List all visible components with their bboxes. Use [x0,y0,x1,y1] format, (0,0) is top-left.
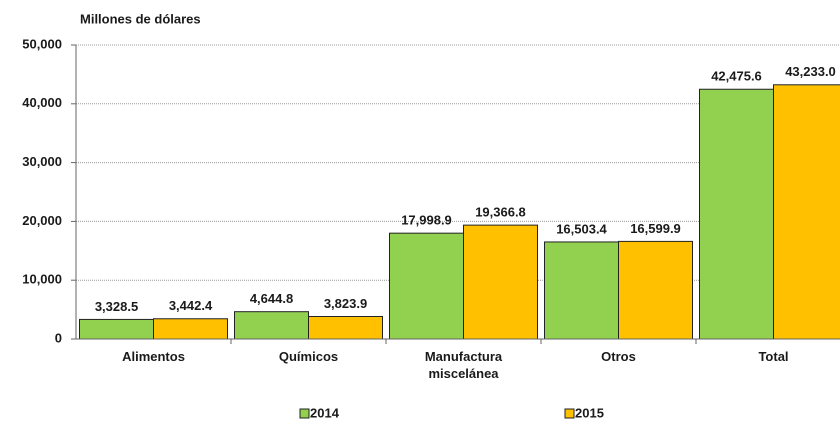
value-label: 16,503.4 [556,221,607,236]
legend-swatch [564,408,575,419]
bar [544,241,619,340]
x-tick-label: Otros [601,349,636,364]
bar [153,318,228,340]
value-label: 3,442.4 [169,298,213,313]
x-tick-label: Manufactura miscelánea [424,349,503,381]
bar [308,316,383,340]
value-label: 3,823.9 [324,296,367,311]
bar [699,88,774,340]
legend-swatch [299,408,310,419]
bar [773,84,840,340]
bar [79,318,154,340]
y-tick-label: 10,000 [22,272,62,287]
y-tick-label: 50,000 [22,36,62,51]
y-tick-label: 30,000 [22,154,62,169]
bar [463,224,538,340]
y-tick-label: 0 [55,330,62,345]
value-label: 16,599.9 [630,221,681,236]
legend-label: 2014 [310,405,340,420]
value-label: 3,328.5 [95,299,138,314]
legend-label: 2015 [575,405,604,420]
y-axis-label: Millones de dólares [80,11,201,26]
bar [618,240,693,340]
value-label: 43,233.0 [785,64,836,79]
value-label: 17,998.9 [401,213,452,228]
x-tick-label: Alimentos [122,349,185,364]
value-label: 19,366.8 [475,205,526,220]
bar [389,232,464,340]
value-label: 42,475.6 [711,69,762,84]
y-tick-label: 40,000 [22,95,62,110]
x-tick-label: Químicos [278,349,339,364]
y-tick-label: 20,000 [22,213,62,228]
x-tick-label: Total [758,349,789,364]
value-label: 4,644.8 [250,291,293,306]
bar [234,311,309,340]
